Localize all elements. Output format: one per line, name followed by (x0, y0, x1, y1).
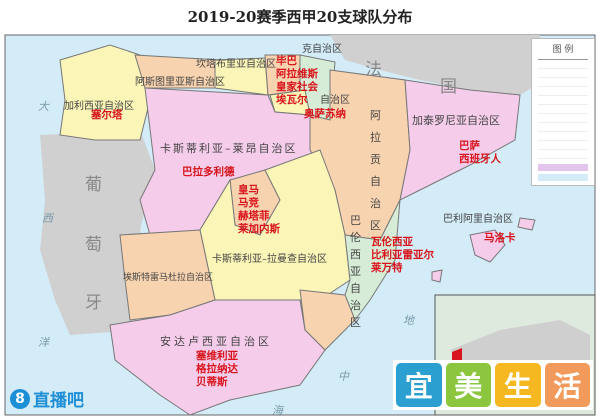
inset-eurasia (450, 320, 590, 370)
team-list-catalonia: 巴萨 西班牙人 (459, 140, 501, 166)
team-valladolid: 巴拉多利德 (182, 166, 235, 178)
region-label-balearic: 巴利阿里自治区 (443, 214, 513, 225)
team-list-navarra: 奥萨苏纳 (304, 108, 346, 121)
sea-label: 地 (403, 314, 414, 327)
team-alaves: 阿拉维斯 (276, 68, 318, 80)
watermark-char: 活 (544, 363, 590, 407)
region-label-andalusia: 安达卢西亚自治区 (160, 335, 272, 348)
region-label-extremadura: 埃斯特雷马杜拉自治区 (123, 273, 214, 283)
country-label: 萄 (85, 235, 102, 255)
team-list-andalusia: 塞维利亚 格拉纳达 贝蒂斯 (196, 350, 238, 389)
team-list-balearic: 马洛卡 (484, 232, 516, 245)
logo-text: 直播吧 (33, 391, 84, 411)
watermark-char: 美 (445, 363, 491, 407)
team-list-valencia: 瓦伦西亚 比利亚雷亚尔 莱万特 (371, 236, 434, 275)
region-catalonia (399, 79, 521, 201)
watermark-char: 宜 (396, 363, 442, 407)
team-granada: 格拉纳达 (196, 363, 238, 375)
team-eibar: 埃瓦尔 (276, 94, 308, 106)
map-legend: 图 例 (531, 38, 595, 186)
france (330, 35, 545, 95)
team-barcelona: 巴萨 (459, 140, 480, 152)
team-levante: 莱万特 (371, 262, 403, 274)
team-list-basque: 毕巴 阿拉维斯 皇家社会 埃瓦尔 (276, 55, 318, 107)
region-label-castilla-leon: 卡斯蒂利亚–莱昂自治区 (160, 142, 298, 155)
team-list-galicia: 塞尔塔 (91, 109, 123, 122)
region-label-valencia: 巴伦西亚自治区 (350, 214, 361, 329)
region-label-asturias: 阿斯图里亚斯自治区 (135, 77, 225, 88)
inset-spain-highlight (452, 348, 462, 360)
team-valencia: 瓦伦西亚 (371, 236, 413, 248)
island-ibiza (431, 269, 443, 283)
legend-swatch-region (538, 164, 588, 171)
team-atletico: 马竞 (238, 197, 259, 209)
legend-title: 图 例 (552, 45, 574, 55)
logo-mark: 8 (10, 388, 30, 409)
team-athletic: 毕巴 (276, 55, 297, 67)
sea-label: 海 (272, 404, 283, 417)
country-label: 牙 (85, 293, 102, 313)
island-menorca (517, 217, 536, 231)
island-mallorca (469, 229, 506, 263)
region-label-basque: 克自治区 (302, 44, 342, 55)
sea-label: 大 (38, 100, 49, 113)
sea-label: 洋 (38, 336, 49, 349)
watermark: 宜 美 生 活 (393, 360, 593, 410)
team-villarreal: 比利亚雷亚尔 (371, 249, 434, 261)
team-mallorca: 马洛卡 (484, 232, 516, 244)
map-title: 2019-20赛季西甲20支球队分布 (187, 8, 413, 26)
legend-entries (538, 59, 588, 160)
team-real-madrid: 皇马 (238, 184, 259, 196)
country-label: 葡 (85, 175, 102, 195)
zhibo8-logo: 8 直播吧 (10, 386, 84, 411)
region-label-castilla-la-mancha: 卡斯蒂利亚–拉曼查自治区 (212, 254, 327, 265)
team-list-cyl: 巴拉多利德 (182, 166, 235, 179)
sea-label: 中 (338, 370, 349, 383)
region-label-navarra: 自治区 (320, 95, 350, 106)
region-valencia (344, 199, 401, 322)
team-betis: 贝蒂斯 (196, 376, 228, 388)
region-label-catalonia: 加泰罗尼亚自治区 (412, 114, 500, 127)
region-label-cantabria: 坎塔布里亚自治区 (196, 59, 276, 70)
sea-label: 西 (42, 212, 53, 225)
team-sevilla: 塞维利亚 (196, 350, 238, 362)
legend-swatch-water (538, 174, 588, 181)
region-label-galicia: 加利西亚自治区 (64, 101, 134, 112)
team-leganes: 莱加内斯 (238, 223, 280, 235)
team-list-madrid: 皇马 马竞 赫塔菲 莱加内斯 (238, 184, 280, 236)
region-galicia (59, 44, 151, 141)
team-celta: 塞尔塔 (91, 109, 123, 121)
team-real-sociedad: 皇家社会 (276, 81, 318, 93)
region-label-aragon: 阿拉贡自治区 (370, 109, 381, 232)
watermark-char: 生 (495, 363, 541, 407)
country-label: 法 (365, 60, 382, 80)
region-andalusia (109, 299, 326, 416)
country-label: 国 (440, 77, 457, 97)
team-osasuna: 奥萨苏纳 (304, 108, 346, 120)
team-espanyol: 西班牙人 (459, 153, 501, 165)
team-getafe: 赫塔菲 (238, 210, 270, 222)
